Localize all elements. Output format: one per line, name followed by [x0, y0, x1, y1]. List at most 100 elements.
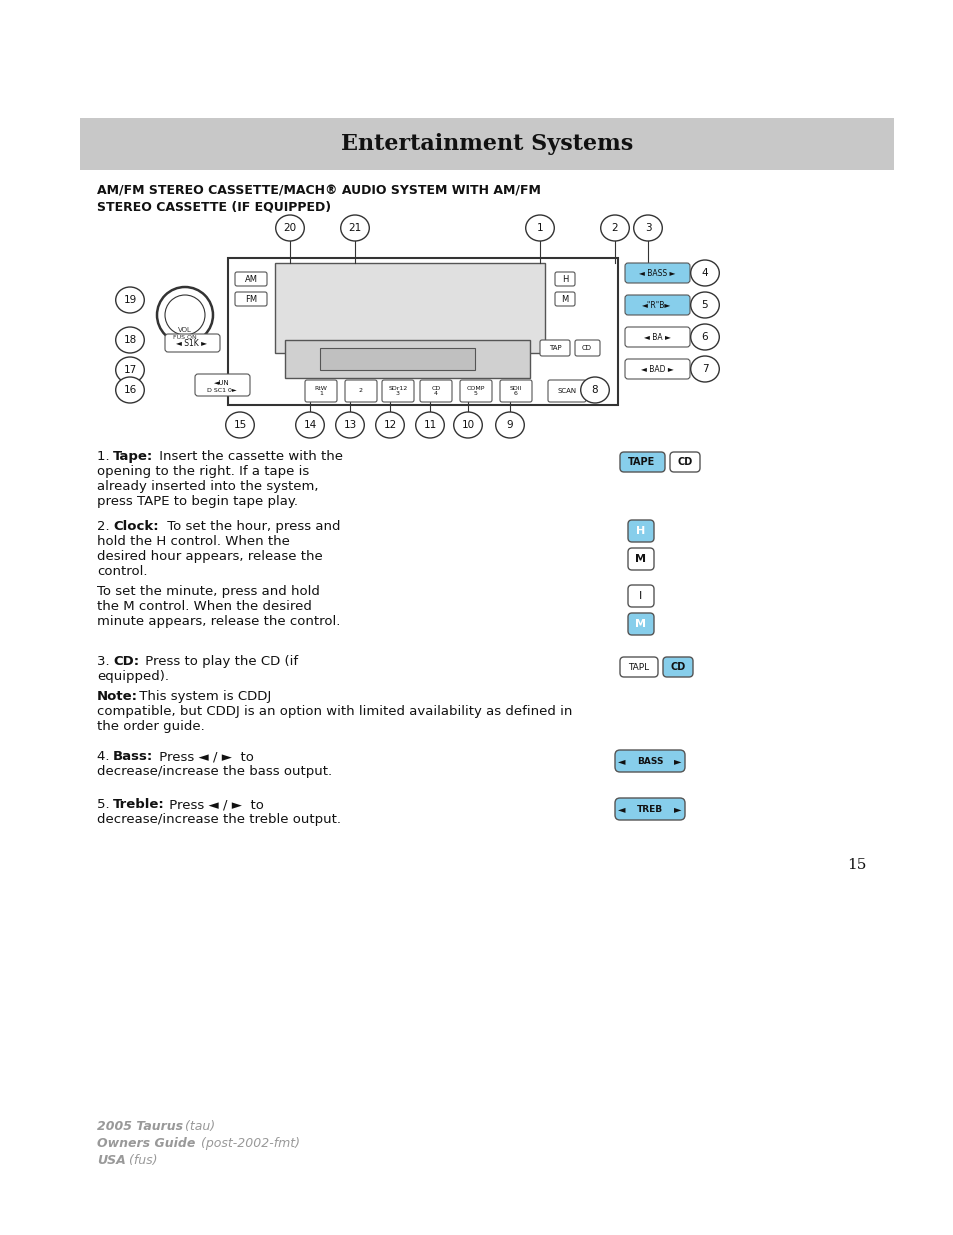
- Text: 20: 20: [283, 224, 296, 233]
- Text: TAP: TAP: [548, 345, 560, 351]
- Text: hold the H control. When the: hold the H control. When the: [97, 535, 290, 548]
- Text: 2.: 2.: [97, 520, 113, 534]
- Text: ◄"R"B►: ◄"R"B►: [641, 300, 671, 310]
- Text: Clock:: Clock:: [112, 520, 158, 534]
- FancyBboxPatch shape: [555, 291, 575, 306]
- FancyBboxPatch shape: [381, 380, 414, 403]
- FancyBboxPatch shape: [624, 263, 689, 283]
- Text: M: M: [635, 555, 646, 564]
- FancyBboxPatch shape: [165, 333, 220, 352]
- Bar: [285, 340, 530, 378]
- FancyBboxPatch shape: [624, 359, 689, 379]
- Ellipse shape: [115, 357, 144, 383]
- Text: FUS ON: FUS ON: [172, 335, 196, 340]
- FancyBboxPatch shape: [627, 585, 654, 606]
- Text: Press ◄ / ►  to: Press ◄ / ► to: [165, 798, 264, 811]
- Text: Note:: Note:: [97, 690, 138, 703]
- Text: ◄ BASS ►: ◄ BASS ►: [639, 268, 675, 278]
- Text: Insert the cassette with the: Insert the cassette with the: [154, 450, 343, 463]
- FancyBboxPatch shape: [547, 380, 585, 403]
- FancyBboxPatch shape: [234, 291, 267, 306]
- Text: control.: control.: [97, 564, 148, 578]
- Text: ◄ BAD ►: ◄ BAD ►: [640, 364, 673, 373]
- FancyBboxPatch shape: [615, 750, 684, 772]
- FancyBboxPatch shape: [669, 452, 700, 472]
- Text: ◄ BA ►: ◄ BA ►: [643, 332, 670, 342]
- Text: M: M: [560, 294, 568, 304]
- FancyBboxPatch shape: [345, 380, 376, 403]
- Ellipse shape: [690, 324, 719, 350]
- Text: 7: 7: [701, 364, 707, 374]
- Text: TREB: TREB: [637, 804, 662, 814]
- Text: Treble:: Treble:: [112, 798, 165, 811]
- Ellipse shape: [633, 215, 661, 241]
- Text: decrease/increase the bass output.: decrease/increase the bass output.: [97, 764, 332, 778]
- Text: (tau): (tau): [181, 1120, 214, 1132]
- Text: (post-2002-fmt): (post-2002-fmt): [196, 1137, 299, 1150]
- Text: 12: 12: [383, 420, 396, 430]
- Text: 14: 14: [303, 420, 316, 430]
- FancyBboxPatch shape: [627, 613, 654, 635]
- Text: desired hour appears, release the: desired hour appears, release the: [97, 550, 322, 563]
- Ellipse shape: [416, 412, 444, 438]
- Bar: [80, 119, 893, 170]
- Text: BASS: BASS: [636, 757, 662, 766]
- Text: CD
4: CD 4: [431, 385, 440, 396]
- Ellipse shape: [340, 215, 369, 241]
- Text: ►: ►: [674, 804, 681, 814]
- Text: 5: 5: [701, 300, 707, 310]
- Text: 18: 18: [123, 335, 136, 345]
- FancyBboxPatch shape: [459, 380, 492, 403]
- Bar: [274, 263, 544, 353]
- Circle shape: [165, 295, 205, 335]
- Ellipse shape: [690, 261, 719, 287]
- Text: AM: AM: [244, 274, 257, 284]
- Text: STEREO CASSETTE (IF EQUIPPED): STEREO CASSETTE (IF EQUIPPED): [97, 201, 331, 214]
- Text: 2005 Taurus: 2005 Taurus: [97, 1120, 183, 1132]
- Text: To set the minute, press and hold: To set the minute, press and hold: [97, 585, 319, 598]
- Text: CD: CD: [670, 662, 685, 672]
- Text: CD: CD: [677, 457, 692, 467]
- Text: (fus): (fus): [125, 1153, 157, 1167]
- FancyBboxPatch shape: [234, 272, 267, 287]
- Text: minute appears, release the control.: minute appears, release the control.: [97, 615, 340, 629]
- Text: SCAN: SCAN: [557, 388, 576, 394]
- Text: ◄: ◄: [618, 756, 625, 766]
- Ellipse shape: [690, 356, 719, 382]
- Text: M: M: [635, 619, 646, 629]
- FancyBboxPatch shape: [555, 272, 575, 287]
- Ellipse shape: [115, 377, 144, 403]
- Text: RtW
1: RtW 1: [314, 385, 327, 396]
- Text: Press to play the CD (if: Press to play the CD (if: [141, 655, 297, 668]
- Ellipse shape: [525, 215, 554, 241]
- Ellipse shape: [115, 327, 144, 353]
- Ellipse shape: [226, 412, 254, 438]
- Text: 4: 4: [701, 268, 707, 278]
- FancyBboxPatch shape: [539, 340, 569, 356]
- FancyBboxPatch shape: [662, 657, 692, 677]
- Text: 2: 2: [358, 389, 363, 394]
- Text: VOL: VOL: [178, 327, 192, 333]
- FancyBboxPatch shape: [419, 380, 452, 403]
- Text: USA: USA: [97, 1153, 126, 1167]
- Text: 3.: 3.: [97, 655, 113, 668]
- FancyBboxPatch shape: [627, 548, 654, 571]
- Ellipse shape: [690, 291, 719, 317]
- FancyBboxPatch shape: [499, 380, 532, 403]
- Text: decrease/increase the treble output.: decrease/increase the treble output.: [97, 813, 340, 826]
- Text: SDII
6: SDII 6: [509, 385, 521, 396]
- Text: This system is CDDJ: This system is CDDJ: [135, 690, 271, 703]
- Text: TAPL: TAPL: [628, 662, 649, 672]
- Text: 19: 19: [123, 295, 136, 305]
- Text: press TAPE to begin tape play.: press TAPE to begin tape play.: [97, 495, 297, 508]
- Ellipse shape: [375, 412, 404, 438]
- Text: 10: 10: [461, 420, 474, 430]
- Ellipse shape: [580, 377, 609, 403]
- Text: 16: 16: [123, 385, 136, 395]
- Text: 13: 13: [343, 420, 356, 430]
- Ellipse shape: [600, 215, 629, 241]
- Text: Press ◄ / ►  to: Press ◄ / ► to: [154, 750, 253, 763]
- FancyBboxPatch shape: [615, 798, 684, 820]
- Text: 21: 21: [348, 224, 361, 233]
- Text: To set the hour, press and: To set the hour, press and: [163, 520, 340, 534]
